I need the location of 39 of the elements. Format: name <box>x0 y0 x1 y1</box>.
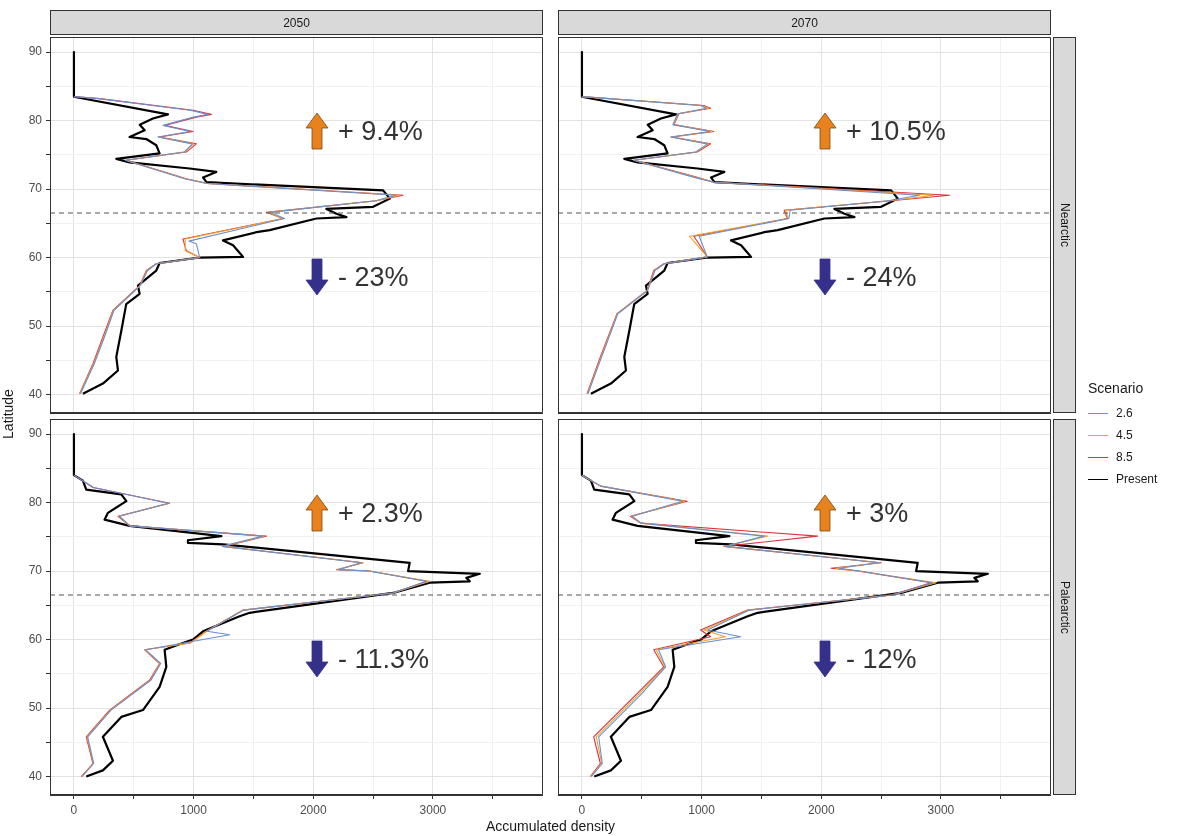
y-tick-label: 70 <box>28 181 43 196</box>
y-tick-label: 60 <box>28 631 43 646</box>
annotation: + 2.3% <box>338 498 423 528</box>
x-tick-label: 1000 <box>180 802 208 817</box>
legend-label: Present <box>1116 472 1158 486</box>
y-tick-label: 80 <box>28 112 43 127</box>
legend-title: Scenario <box>1088 380 1145 396</box>
y-axis-title: Latitude <box>0 388 16 441</box>
annotation: - 23% <box>338 262 409 292</box>
chart-title: 2050 <box>50 10 543 35</box>
y-tick-label: 40 <box>28 386 43 401</box>
y-tick-label: 50 <box>28 700 43 715</box>
x-tick-label: 2000 <box>807 802 835 817</box>
y-tick-label: 70 <box>28 563 43 578</box>
x-tick-label: 3000 <box>419 802 447 817</box>
y-tick-label: 80 <box>28 494 43 509</box>
annotation: + 3% <box>846 498 909 528</box>
x-tick-label: 3000 <box>927 802 955 817</box>
x-tick-label: 2000 <box>299 802 327 817</box>
annotation: - 12% <box>846 644 917 674</box>
y-tick-label: 90 <box>28 44 43 59</box>
x-tick-label: 0 <box>578 802 586 817</box>
y-tick-label: 40 <box>28 768 43 783</box>
annotation: + 9.4% <box>338 116 423 146</box>
legend-label: 8.5 <box>1116 450 1133 464</box>
y-tick-label: 90 <box>28 426 43 441</box>
x-axis-title: Accumulated density <box>484 818 617 834</box>
annotation: - 11.3% <box>338 644 430 674</box>
legend-label: 2.6 <box>1116 406 1133 420</box>
y-tick-label: 50 <box>28 318 43 333</box>
y-tick-label: 60 <box>28 249 43 264</box>
annotation: - 24% <box>846 262 917 292</box>
annotation: + 10.5% <box>846 116 946 146</box>
x-tick-label: 0 <box>70 802 78 817</box>
legend-label: 4.5 <box>1116 428 1133 442</box>
chart-title: 2070 <box>558 10 1051 35</box>
x-tick-label: 1000 <box>688 802 716 817</box>
y2-axis-title: Nearctic <box>1057 202 1072 247</box>
y2-axis-title: Palearctic <box>1057 580 1072 634</box>
